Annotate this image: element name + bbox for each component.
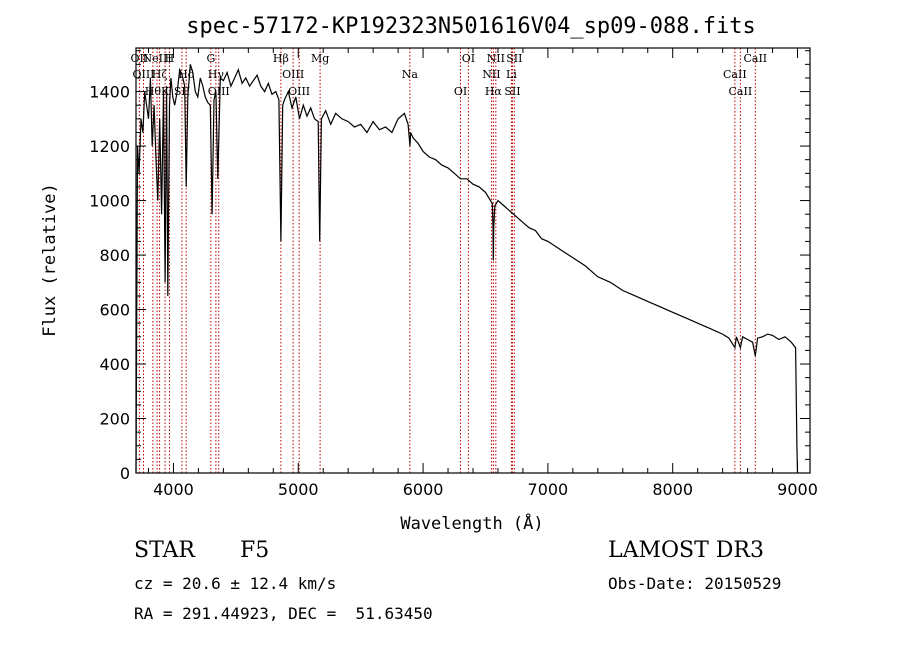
y-tick-label: 0 xyxy=(120,464,130,483)
x-axis-ticks: 4000 5000 6000 7000 8000 9000 xyxy=(147,48,818,499)
y-axis-title: Flux (relative) xyxy=(40,183,60,337)
line-marker-label: CaII xyxy=(743,52,767,65)
line-marker-label: Hβ xyxy=(273,52,289,65)
x-axis-title: Wavelength (Å) xyxy=(400,512,543,534)
y-tick-label: 1000 xyxy=(89,192,130,211)
x-tick-label: 9000 xyxy=(777,480,818,499)
line-marker-label: NII xyxy=(487,52,505,65)
line-marker-label: Hθ xyxy=(145,85,162,98)
y-tick-label: 600 xyxy=(99,301,130,320)
y-tick-label: 800 xyxy=(99,246,130,265)
line-marker-label: Hζ xyxy=(152,68,168,81)
line-marker-label: NeIII xyxy=(143,52,172,65)
line-markers xyxy=(138,48,756,473)
x-tick-label: 6000 xyxy=(403,480,444,499)
x-tick-label: 5000 xyxy=(278,480,319,499)
plot-frame xyxy=(135,47,811,474)
line-marker-label: OI xyxy=(454,85,467,98)
line-marker-label: Na xyxy=(402,68,419,81)
line-marker-label: Hα xyxy=(485,85,503,98)
line-marker-label: CaII xyxy=(729,85,753,98)
y-tick-label: 1400 xyxy=(89,83,130,102)
redshift-velocity: cz = 20.6 ± 12.4 km/s xyxy=(134,574,337,593)
line-marker-label: H xyxy=(165,52,175,65)
line-marker-label: SII xyxy=(506,52,522,65)
y-tick-label: 400 xyxy=(99,355,130,374)
line-marker-label: OIII xyxy=(208,85,230,98)
line-marker-label: SII xyxy=(504,85,520,98)
line-marker-label: Li xyxy=(506,68,517,81)
line-marker-label: G xyxy=(206,52,215,65)
line-marker-label: CaII xyxy=(723,68,747,81)
line-marker-label: K xyxy=(161,85,170,98)
spectrum-series-line xyxy=(135,64,799,474)
chart-title: spec-57172-KP192323N501616V04_sp09-088.f… xyxy=(186,14,756,39)
sky-coordinates: RA = 291.44923, DEC = 51.63450 xyxy=(134,604,433,623)
x-tick-label: 7000 xyxy=(528,480,569,499)
survey-release: LAMOST DR3 xyxy=(608,538,764,563)
y-axis-ticks: 0 200 400 600 800 1000 1200 1400 xyxy=(89,50,810,483)
line-marker-label: OI xyxy=(462,52,475,65)
object-class: STAR xyxy=(134,538,195,563)
y-tick-label: 1200 xyxy=(89,137,130,156)
line-marker-label: OII xyxy=(131,52,149,65)
x-tick-label: 8000 xyxy=(652,480,693,499)
line-marker-label: Mg xyxy=(311,52,329,65)
line-marker-label: OIII xyxy=(288,85,310,98)
y-tick-label: 200 xyxy=(99,410,130,429)
line-marker-label: OIII xyxy=(282,68,304,81)
line-marker-label: NII xyxy=(482,68,500,81)
observation-date: Obs-Date: 20150529 xyxy=(608,574,782,593)
spectral-subclass: F5 xyxy=(240,538,270,563)
x-tick-label: 4000 xyxy=(153,480,194,499)
